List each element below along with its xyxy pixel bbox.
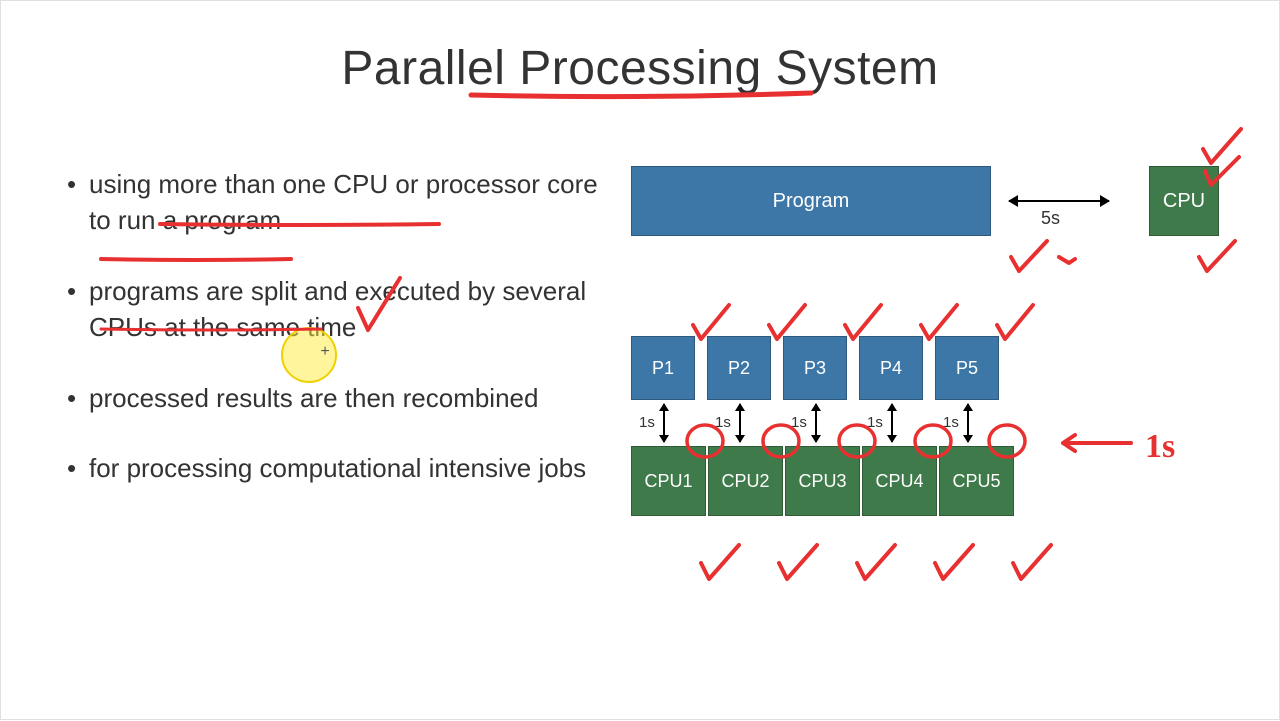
serial-arrow-label: 5s [1041, 208, 1060, 229]
split-time-label: 1s [715, 414, 731, 431]
vertical-arrows: 1s 1s 1s 1s 1s [631, 402, 1051, 448]
cpu-box: CPU4 [862, 446, 937, 516]
split-arrow [739, 404, 741, 442]
bullet-item: processed results are then recombined [61, 380, 601, 416]
page-title: Parallel Processing System [61, 41, 1219, 96]
parallel-diagram: P1P2P3P4P5 1s 1s 1s 1s 1s CPU1CPU2CPU3CPU4CP… [631, 336, 1051, 516]
cursor-crosshair: + [318, 345, 332, 359]
p-box: P1 [631, 336, 695, 400]
bullet-item: using more than one CPU or processor cor… [61, 166, 601, 239]
bullet-item: for processing computational intensive j… [61, 450, 601, 486]
cpu-box: CPU [1149, 166, 1219, 236]
cpu-box: CPU1 [631, 446, 706, 516]
p-box: P4 [859, 336, 923, 400]
split-time-label: 1s [791, 414, 807, 431]
content-row: using more than one CPU or processor cor… [61, 166, 1219, 520]
cpu-box: CPU3 [785, 446, 860, 516]
diagram-area: Program 5s CPU P1P2P3P4P5 1s 1s 1s 1s 1s CPU… [631, 166, 1219, 520]
p-box: P3 [783, 336, 847, 400]
split-time-label: 1s [639, 414, 655, 431]
cpu-box: CPU5 [939, 446, 1014, 516]
slide: Parallel Processing System using more th… [1, 1, 1279, 719]
p-box: P5 [935, 336, 999, 400]
split-arrow [967, 404, 969, 442]
cpu-row: CPU1CPU2CPU3CPU4CPU5 [631, 446, 1051, 516]
split-time-label: 1s [867, 414, 883, 431]
split-arrow [815, 404, 817, 442]
split-time-label: 1s [943, 414, 959, 431]
program-box: Program [631, 166, 991, 236]
serial-diagram: Program 5s CPU [631, 166, 1219, 276]
serial-arrow [1009, 200, 1109, 202]
cpu-box: CPU2 [708, 446, 783, 516]
split-arrow [663, 404, 665, 442]
p-row: P1P2P3P4P5 [631, 336, 1051, 400]
bullet-item: programs are split and executed by sever… [61, 273, 601, 346]
p-box: P2 [707, 336, 771, 400]
split-arrow [891, 404, 893, 442]
